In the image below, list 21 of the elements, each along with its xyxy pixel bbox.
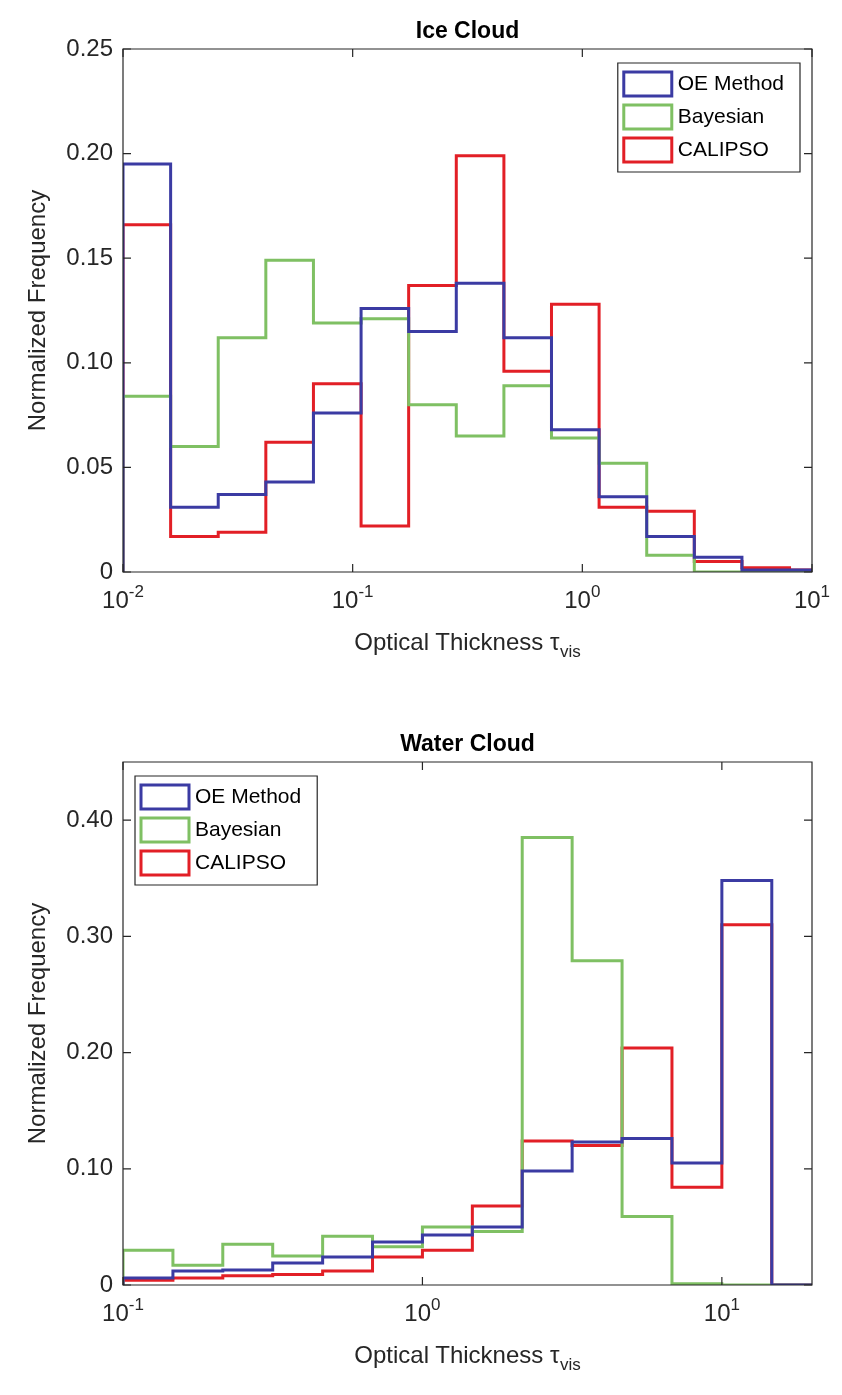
chart-title: Ice Cloud [415,16,520,43]
y-tick-label: 0.20 [66,138,113,166]
legend-label: CALIPSO [195,850,287,874]
y-axis-title: Normalized Frequency [23,189,50,432]
legend-label: Bayesian [677,104,765,128]
y-tick-label: 0.15 [66,242,113,270]
y-tick-label: 0.10 [66,347,113,375]
y-tick-label: 0.05 [66,452,113,480]
y-tick-label: 0.30 [66,920,113,948]
y-tick-label: 0.25 [66,33,113,61]
y-tick-label: 0 [99,556,113,584]
y-tick-label: 0.40 [66,804,113,832]
legend-label: OE Method [677,71,785,95]
chart-title: Water Cloud [400,729,535,756]
y-tick-label: 0.20 [66,1037,113,1065]
legend-label: CALIPSO [677,137,769,161]
y-axis-title: Normalized Frequency [23,902,50,1145]
y-tick-label: 0 [99,1269,113,1297]
legend-label: OE Method [195,784,302,808]
legend-label: Bayesian [195,817,282,841]
y-tick-label: 0.10 [66,1153,113,1181]
